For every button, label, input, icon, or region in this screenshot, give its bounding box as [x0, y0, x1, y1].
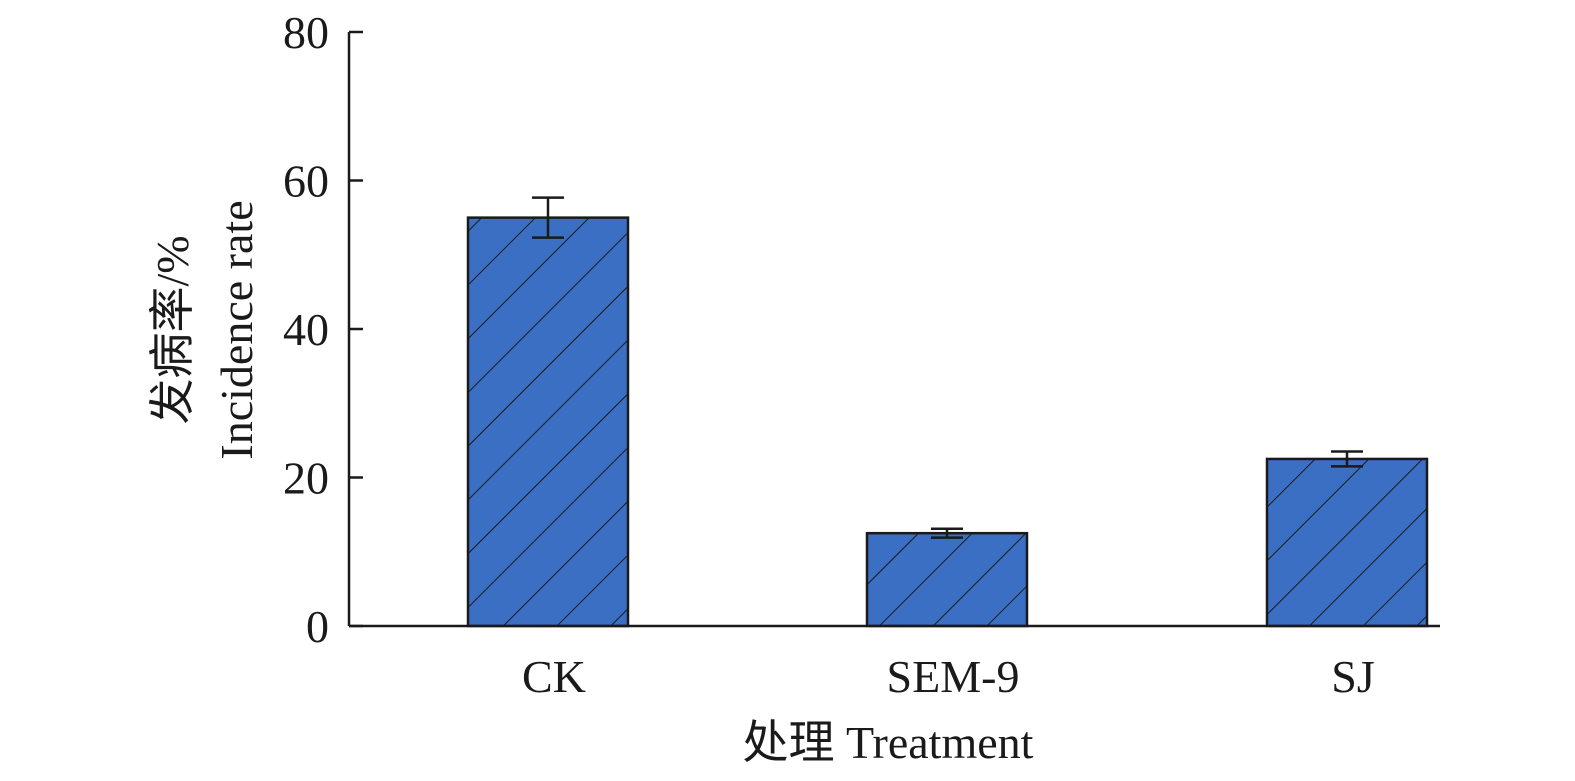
bar-sj — [1265, 457, 1429, 628]
x-tick-label: SEM-9 — [887, 651, 1020, 702]
bar-sem-9 — [865, 531, 1029, 628]
bars-layer — [466, 216, 1429, 628]
error-bar-sj — [1331, 450, 1363, 468]
error-bar-sem-9 — [931, 527, 963, 539]
y-tick-label: 40 — [283, 304, 329, 355]
error-bars-layer — [532, 196, 1363, 539]
y-axis-label-english: Incidence rate — [211, 200, 262, 459]
y-axis-label-chinese: 发病率/% — [147, 235, 198, 424]
y-ticks: 0 20 40 60 80 — [283, 7, 363, 652]
x-tick-label: CK — [522, 651, 586, 702]
bar-ck — [466, 216, 630, 628]
y-tick-label: 60 — [283, 156, 329, 207]
x-tick-label: SJ — [1331, 651, 1374, 702]
y-tick-label: 0 — [306, 601, 329, 652]
x-tick-labels: CK SEM-9 SJ — [522, 651, 1375, 702]
error-bar-ck — [532, 196, 564, 239]
x-axis-label: 处理 Treatment — [743, 717, 1034, 768]
y-tick-label: 20 — [283, 453, 329, 504]
y-tick-label: 80 — [283, 7, 329, 58]
